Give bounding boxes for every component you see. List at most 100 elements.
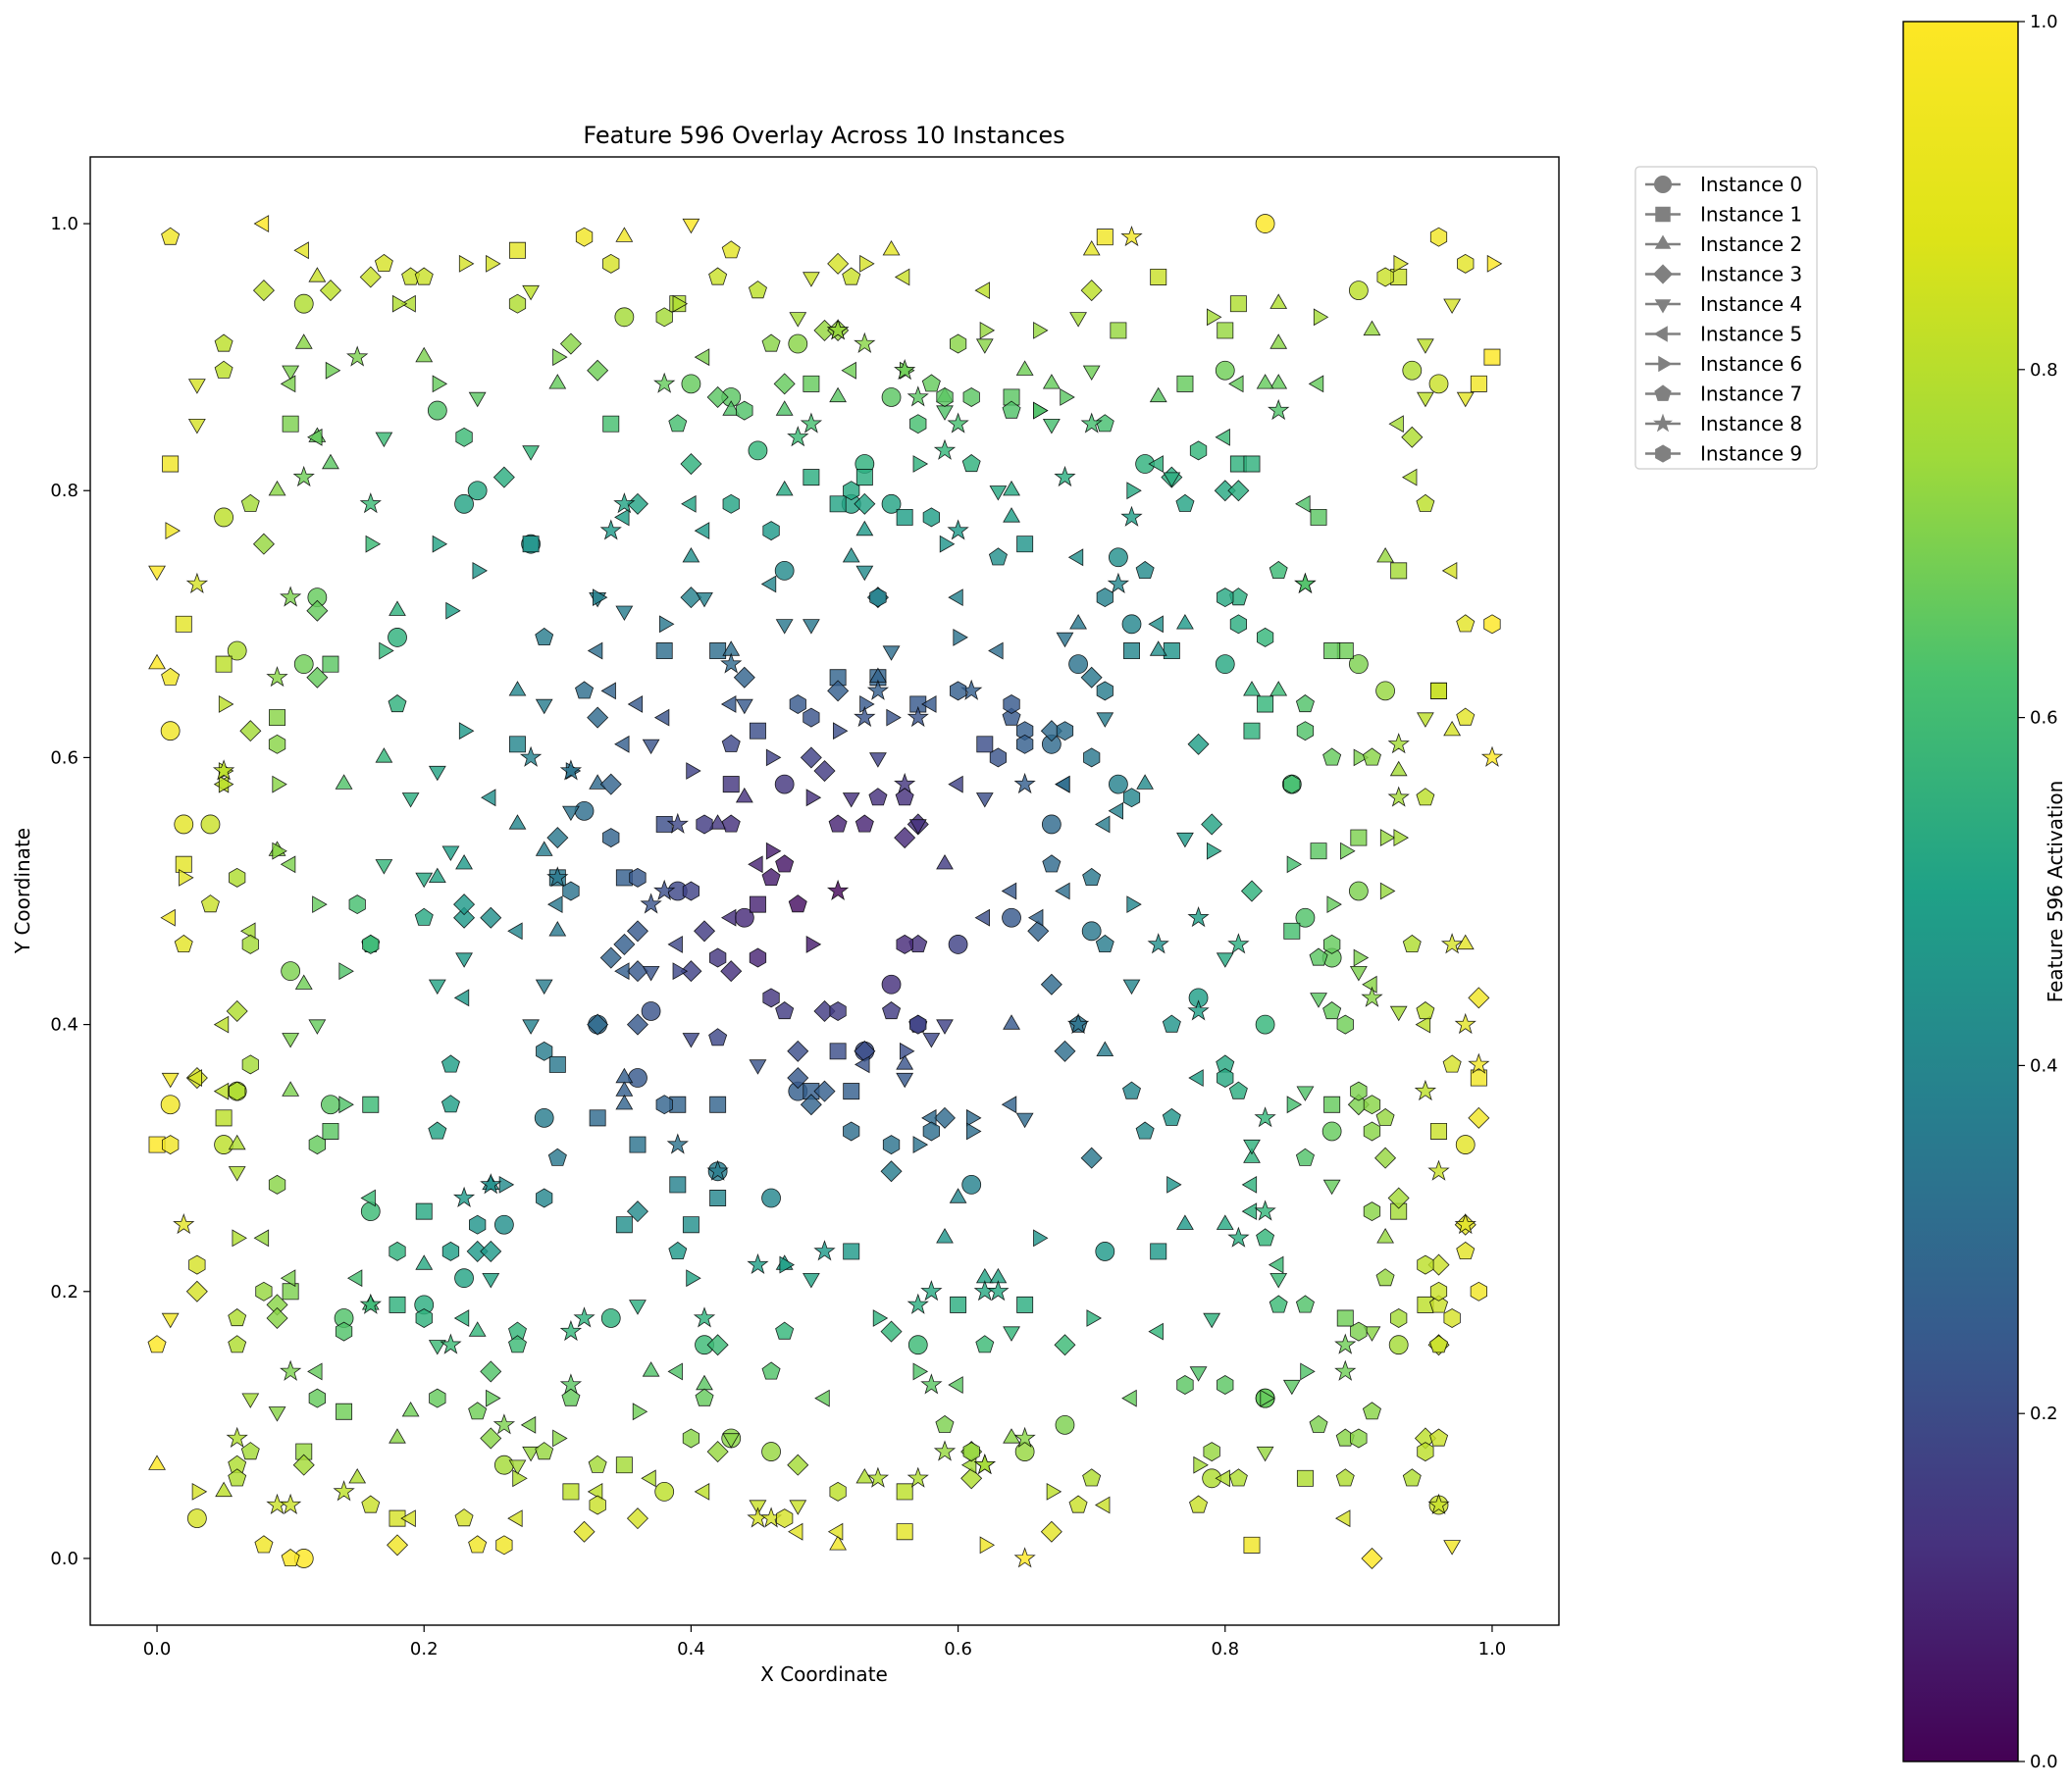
data-point bbox=[1080, 1147, 1103, 1169]
data-point bbox=[668, 414, 688, 433]
data-point bbox=[1402, 360, 1423, 381]
data-point bbox=[1322, 1001, 1342, 1020]
data-point bbox=[1042, 854, 1062, 873]
data-point bbox=[686, 1269, 701, 1288]
data-point bbox=[1417, 712, 1434, 728]
data-point bbox=[1228, 1468, 1248, 1487]
data-point bbox=[1470, 375, 1487, 392]
data-point bbox=[950, 333, 967, 354]
data-point bbox=[765, 748, 782, 767]
data-point bbox=[829, 386, 847, 403]
colorbar-tick-label: 0.8 bbox=[2030, 360, 2058, 381]
data-point bbox=[308, 267, 327, 282]
data-point bbox=[1443, 1540, 1462, 1556]
data-point bbox=[1326, 895, 1342, 913]
data-point bbox=[440, 1095, 460, 1113]
data-point bbox=[1166, 1176, 1182, 1194]
data-point bbox=[536, 1041, 553, 1061]
data-point bbox=[469, 1214, 487, 1235]
data-point bbox=[626, 920, 648, 943]
data-point bbox=[1227, 480, 1250, 502]
data-point bbox=[654, 1482, 675, 1502]
data-point bbox=[1096, 712, 1114, 728]
data-point bbox=[1322, 1179, 1341, 1196]
data-point bbox=[535, 979, 553, 996]
data-point bbox=[1455, 1135, 1476, 1154]
data-point bbox=[829, 495, 847, 513]
data-point bbox=[432, 375, 448, 393]
data-point bbox=[454, 1268, 474, 1289]
data-point bbox=[906, 385, 929, 407]
data-point bbox=[534, 1107, 554, 1128]
data-point bbox=[1108, 547, 1128, 568]
data-point bbox=[787, 426, 809, 447]
data-point bbox=[613, 492, 636, 514]
data-point bbox=[776, 1508, 794, 1529]
data-point bbox=[1207, 842, 1222, 860]
data-point bbox=[765, 842, 782, 860]
data-point bbox=[936, 405, 954, 421]
y-tick-label: 0.6 bbox=[50, 747, 78, 768]
data-point bbox=[333, 1480, 355, 1502]
data-point bbox=[312, 895, 328, 913]
data-point bbox=[546, 827, 569, 849]
data-point bbox=[987, 1280, 1010, 1302]
data-point bbox=[787, 1040, 809, 1062]
data-point bbox=[909, 1014, 927, 1035]
data-point bbox=[440, 1333, 462, 1354]
legend: Instance 0 Instance 1 Instance 2 Instance 3… bbox=[1634, 166, 1818, 470]
data-point bbox=[241, 934, 259, 954]
legend-item: Instance 7 bbox=[1645, 383, 1802, 406]
data-point bbox=[1443, 298, 1462, 314]
data-point bbox=[1362, 747, 1381, 766]
data-point bbox=[720, 652, 743, 674]
data-point bbox=[1215, 428, 1230, 446]
legend-item: Instance 9 bbox=[1645, 442, 1802, 466]
legend-label: Instance 1 bbox=[1700, 203, 1802, 227]
chart-title: Feature 596 Overlay Across 10 Instances bbox=[583, 122, 1064, 149]
data-point bbox=[1203, 1312, 1221, 1329]
data-point bbox=[228, 1335, 247, 1353]
data-point bbox=[388, 1241, 406, 1261]
data-point bbox=[492, 466, 515, 488]
data-point bbox=[268, 480, 286, 496]
data-point bbox=[694, 920, 716, 943]
data-point bbox=[415, 346, 434, 363]
data-point bbox=[1013, 1426, 1036, 1448]
data-point bbox=[455, 854, 473, 870]
data-point bbox=[493, 1214, 514, 1235]
data-point bbox=[1256, 1228, 1275, 1247]
data-point bbox=[1217, 322, 1234, 339]
data-point bbox=[988, 641, 1004, 660]
data-point bbox=[1147, 933, 1169, 954]
data-point bbox=[682, 881, 699, 901]
data-point bbox=[733, 666, 755, 689]
data-point bbox=[509, 736, 526, 753]
data-point bbox=[162, 455, 180, 473]
data-point bbox=[1334, 1333, 1357, 1354]
data-point bbox=[1243, 722, 1261, 740]
data-point bbox=[1457, 253, 1475, 274]
data-point bbox=[388, 1296, 406, 1313]
data-point bbox=[682, 547, 700, 563]
data-point bbox=[428, 1340, 446, 1355]
data-point bbox=[854, 1055, 870, 1074]
data-point bbox=[232, 1229, 248, 1248]
data-point bbox=[1217, 1068, 1234, 1088]
data-point bbox=[1040, 973, 1062, 996]
data-point bbox=[829, 1481, 847, 1502]
data-point bbox=[400, 294, 416, 313]
data-point bbox=[1136, 774, 1154, 790]
data-point bbox=[548, 374, 567, 389]
data-point bbox=[1308, 375, 1324, 393]
data-point bbox=[280, 1269, 296, 1288]
data-point bbox=[1041, 814, 1062, 835]
data-point bbox=[775, 480, 794, 496]
data-point bbox=[213, 1082, 230, 1100]
data-point bbox=[896, 934, 913, 954]
data-point bbox=[1363, 320, 1381, 336]
legend-item: Instance 6 bbox=[1645, 352, 1802, 376]
data-point bbox=[966, 1108, 982, 1127]
data-point bbox=[872, 1309, 889, 1327]
data-point bbox=[920, 1280, 943, 1302]
